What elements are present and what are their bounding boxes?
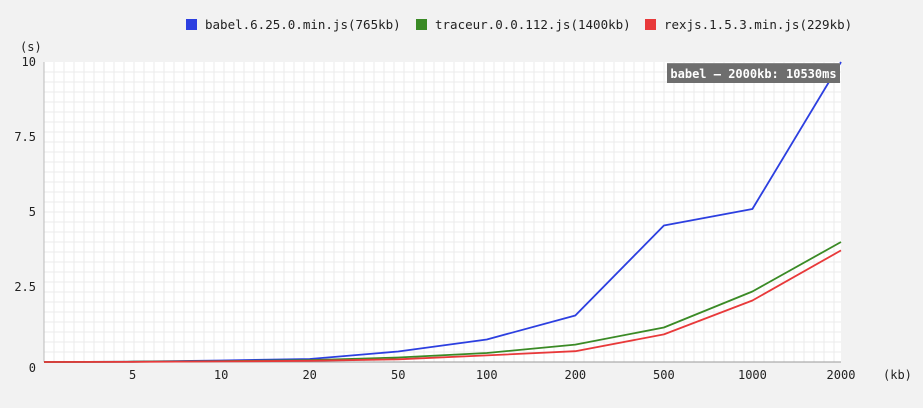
series-layer	[43, 61, 842, 363]
y-tick-label: 0	[29, 361, 36, 375]
x-tick-label: 100	[476, 368, 498, 382]
legend-label-traceur: traceur.0.0.112.js(1400kb)	[435, 16, 631, 32]
x-tick-label: 200	[564, 368, 586, 382]
y-tick-label: 5	[29, 205, 36, 219]
legend-swatch-traceur	[416, 18, 427, 30]
x-tick-label: 5	[129, 368, 136, 382]
x-tick-labels: 5 10 20 50 100 200 500 1000 2000	[129, 368, 856, 382]
legend-swatch-babel	[186, 18, 197, 30]
x-tick-label: 10	[214, 368, 228, 382]
y-tick-label: 7.5	[14, 130, 36, 144]
legend-label-rexjs: rexjs.1.5.3.min.js(229kb)	[664, 16, 853, 32]
grid	[44, 62, 841, 362]
series-line-2[interactable]	[43, 249, 842, 363]
legend-item-rexjs[interactable]: rexjs.1.5.3.min.js(229kb)	[645, 14, 852, 34]
y-tick-label: 2.5	[14, 280, 36, 294]
x-tick-label: 50	[391, 368, 405, 382]
legend-label-babel: babel.6.25.0.min.js(765kb)	[205, 16, 401, 32]
legend-item-traceur[interactable]: traceur.0.0.112.js(1400kb)	[416, 14, 631, 34]
y-tick-label: 10	[22, 55, 36, 69]
legend-item-babel[interactable]: babel.6.25.0.min.js(765kb)	[186, 14, 401, 34]
x-tick-label: 20	[302, 368, 316, 382]
x-tick-label: 500	[653, 368, 675, 382]
x-tick-label: 1000	[738, 368, 767, 382]
data-tooltip: babel — 2000kb: 10530ms	[667, 63, 840, 83]
legend: babel.6.25.0.min.js(765kb) traceur.0.0.1…	[0, 14, 923, 34]
legend-swatch-rexjs	[645, 18, 656, 30]
x-tick-label: 2000	[827, 368, 856, 382]
x-axis-unit: (kb)	[883, 368, 912, 382]
y-tick-labels: 0 2.5 5 7.5 10	[14, 55, 36, 375]
y-axis-unit: (s)	[20, 40, 42, 54]
